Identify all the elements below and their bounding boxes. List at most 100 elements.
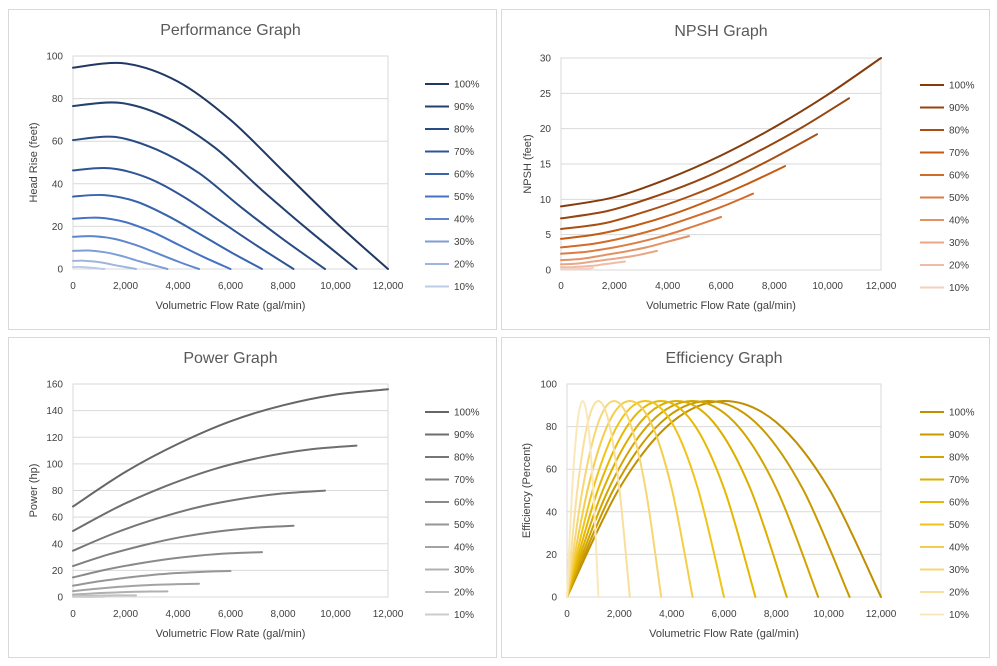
legend-label: 90%	[949, 430, 969, 441]
series-line-30pct	[566, 400, 663, 598]
series-line-70pct	[566, 400, 788, 598]
series-line-50pct	[72, 216, 232, 270]
y-tick-label: 0	[57, 265, 63, 276]
x-tick-label: 2,000	[113, 281, 138, 292]
chart-title: Efficiency Graph	[665, 350, 782, 367]
series-line-60pct	[560, 192, 754, 249]
legend-label: 70%	[454, 475, 474, 486]
y-tick-label: 25	[540, 89, 552, 100]
series-line-20pct	[72, 259, 137, 270]
x-axis-title: Volumetric Flow Rate (gal/min)	[646, 300, 796, 312]
x-tick-label: 0	[558, 281, 564, 292]
x-tick-label: 12,000	[866, 281, 897, 292]
legend-label: 70%	[949, 475, 969, 486]
series-line-100pct	[72, 388, 389, 508]
y-tick-label: 80	[52, 94, 64, 105]
y-tick-label: 15	[540, 160, 552, 171]
series-line-80pct	[560, 133, 818, 230]
chart-title: Power Graph	[183, 350, 277, 367]
x-tick-label: 6,000	[218, 281, 243, 292]
series-line-70pct	[72, 167, 295, 270]
chart-title: NPSH Graph	[674, 23, 767, 40]
legend-label: 60%	[454, 170, 474, 181]
chart-panel-1: 0 20 40 60 80 100 0 2,000 4,000 6,000 8,000 10,000 1…	[8, 9, 497, 330]
legend-label: 90%	[454, 102, 474, 113]
series-line-60pct	[72, 551, 263, 579]
series-line-90pct	[72, 101, 358, 270]
legend-label: 80%	[949, 126, 969, 137]
legend-label: 100%	[454, 408, 480, 419]
series-line-90pct	[560, 97, 850, 220]
y-tick-label: 40	[52, 179, 64, 190]
series-line-100pct	[560, 57, 882, 208]
x-tick-label: 10,000	[813, 609, 844, 620]
legend-label: 20%	[949, 588, 969, 599]
x-tick-label: 6,000	[708, 281, 733, 292]
series-line-10pct	[566, 400, 600, 598]
legend-label: 40%	[949, 216, 969, 227]
legend-label: 90%	[454, 430, 474, 441]
legend-label: 50%	[949, 520, 969, 531]
y-tick-label: 100	[540, 380, 557, 391]
y-tick-label: 60	[52, 513, 64, 524]
y-tick-label: 160	[46, 380, 63, 391]
legend-label: 60%	[949, 498, 969, 509]
x-tick-label: 12,000	[373, 281, 404, 292]
x-tick-label: 4,000	[655, 281, 680, 292]
legend-label: 60%	[949, 171, 969, 182]
y-tick-label: 20	[546, 550, 558, 561]
series-line-60pct	[566, 400, 757, 598]
x-tick-label: 0	[564, 609, 570, 620]
y-tick-label: 100	[46, 52, 63, 63]
series-line-10pct	[560, 266, 594, 271]
series-line-90pct	[72, 444, 358, 532]
y-axis-title: Head Rise (feet)	[28, 122, 40, 202]
x-tick-label: 6,000	[711, 609, 736, 620]
x-tick-label: 8,000	[270, 609, 295, 620]
x-axis-title: Volumetric Flow Rate (gal/min)	[156, 628, 306, 640]
series-line-10pct	[72, 265, 106, 270]
x-tick-label: 8,000	[764, 609, 789, 620]
legend-label: 50%	[949, 193, 969, 204]
legend-label: 50%	[454, 192, 474, 203]
series-line-20pct	[560, 260, 626, 269]
y-tick-label: 80	[52, 486, 64, 497]
series-line-100pct	[72, 61, 389, 270]
x-tick-label: 12,000	[373, 609, 404, 620]
legend-label: 40%	[949, 543, 969, 554]
series-line-40pct	[566, 400, 694, 598]
series-line-60pct	[72, 193, 263, 270]
legend-label: 10%	[454, 610, 474, 621]
x-tick-label: 10,000	[320, 609, 351, 620]
legend-label: 70%	[949, 148, 969, 159]
y-tick-label: 120	[46, 433, 63, 444]
y-tick-label: 0	[551, 593, 557, 604]
y-tick-label: 20	[52, 566, 64, 577]
series-line-90pct	[566, 400, 851, 598]
x-tick-label: 10,000	[812, 281, 843, 292]
series-line-40pct	[72, 235, 200, 270]
legend-label: 10%	[949, 610, 969, 621]
x-tick-label: 2,000	[113, 609, 138, 620]
legend-label: 10%	[454, 282, 474, 293]
y-tick-label: 60	[546, 465, 558, 476]
series-line-30pct	[72, 249, 169, 270]
series-line-100pct	[566, 400, 882, 598]
y-axis-title: Efficiency (Percent)	[521, 443, 533, 538]
y-tick-label: 20	[540, 124, 552, 135]
chart-area	[501, 337, 990, 658]
y-tick-label: 10	[540, 195, 552, 206]
x-tick-label: 4,000	[165, 609, 190, 620]
y-tick-label: 40	[546, 507, 558, 518]
legend-label: 10%	[949, 283, 969, 294]
legend-label: 20%	[454, 588, 474, 599]
x-tick-label: 4,000	[659, 609, 684, 620]
x-axis-title: Volumetric Flow Rate (gal/min)	[649, 628, 799, 640]
legend-label: 80%	[949, 453, 969, 464]
x-axis-title: Volumetric Flow Rate (gal/min)	[156, 300, 306, 312]
chart-panel-4: 0 20 40 60 80 100 0 2,000 4,000 6,000 8,000 10,000 1…	[501, 337, 990, 658]
y-tick-label: 140	[46, 406, 63, 417]
legend-label: 100%	[454, 80, 480, 91]
legend-label: 80%	[454, 125, 474, 136]
